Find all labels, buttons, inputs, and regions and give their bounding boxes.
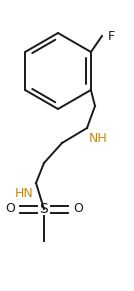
Text: O: O bbox=[73, 203, 83, 216]
Text: F: F bbox=[108, 29, 115, 42]
Text: S: S bbox=[40, 202, 48, 216]
Text: NH: NH bbox=[89, 132, 108, 145]
Text: O: O bbox=[5, 203, 15, 216]
Text: HN: HN bbox=[14, 187, 33, 200]
